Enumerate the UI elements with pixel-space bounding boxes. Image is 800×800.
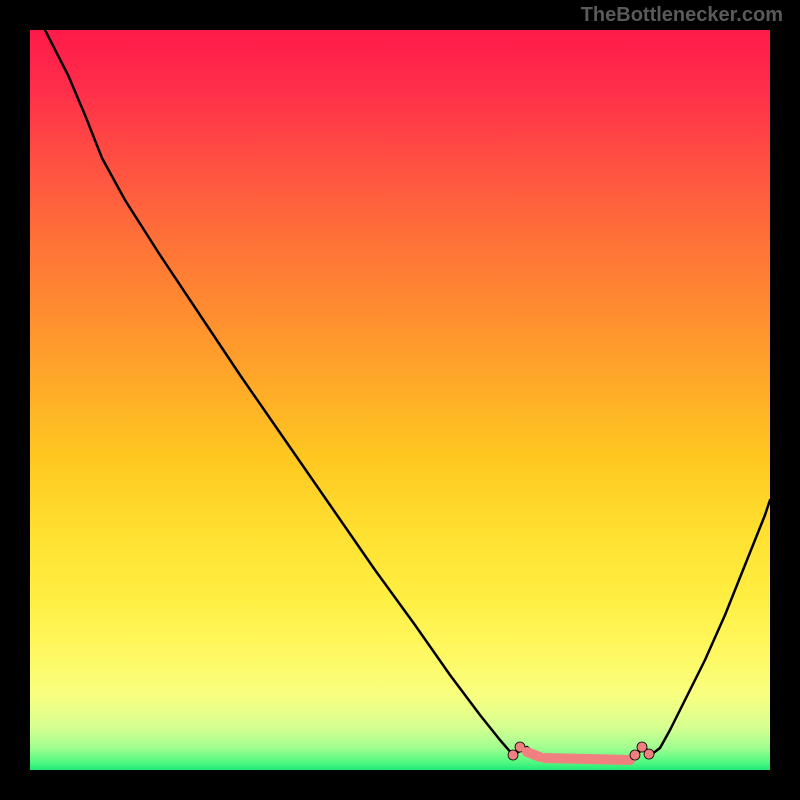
chart-svg [30, 30, 770, 770]
watermark-text: TheBottlenecker.com [581, 4, 783, 27]
gradient-background [30, 30, 770, 770]
chart-plot-area [30, 30, 770, 770]
